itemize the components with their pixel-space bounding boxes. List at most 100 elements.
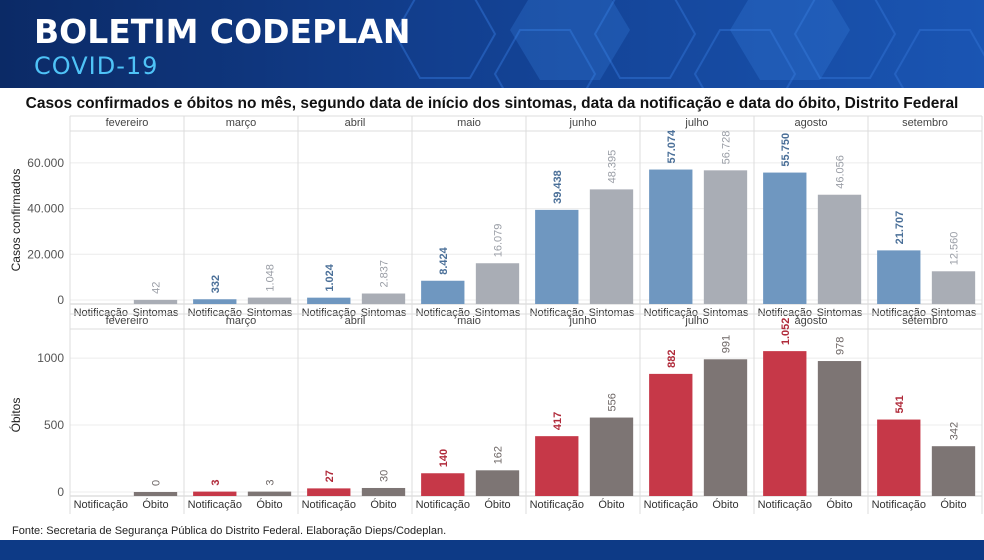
data-label: 48.395	[607, 150, 619, 184]
x-category-label: Notificação	[530, 307, 584, 319]
x-category-label: Notificação	[872, 307, 926, 319]
bar	[703, 359, 748, 496]
data-label: 21.707	[894, 211, 906, 245]
header-title: BOLETIM CODEPLAN	[34, 12, 411, 51]
data-label: 991	[721, 335, 733, 353]
data-label: 556	[607, 393, 619, 411]
x-category-label: Óbito	[142, 498, 168, 511]
bar	[703, 170, 748, 304]
hexagon-pattern	[393, 0, 984, 88]
x-category-label: Notificação	[530, 499, 584, 511]
x-category-label: Óbito	[826, 498, 852, 511]
bar	[877, 250, 921, 304]
x-category-label: Notificação	[872, 499, 926, 511]
data-label: 27	[324, 470, 336, 482]
x-category-label: Notificação	[416, 499, 470, 511]
month-label: agosto	[794, 117, 827, 129]
x-category-label: Notificação	[188, 307, 242, 319]
bar	[589, 189, 634, 304]
data-label: 12.560	[949, 232, 961, 266]
data-label: 39.438	[552, 170, 564, 204]
x-category-label: Notificação	[302, 499, 356, 511]
month-label: setembro	[902, 117, 948, 129]
y-tick-label: 40.000	[27, 202, 64, 216]
bar	[763, 351, 807, 496]
data-label: 3	[265, 479, 277, 485]
data-label: 0	[151, 480, 163, 486]
x-category-label: Óbito	[712, 498, 738, 511]
bar	[877, 419, 921, 496]
x-category-label: Sintomas	[475, 307, 521, 319]
data-label: 56.728	[721, 131, 733, 165]
y-axis-label: Óbitos	[8, 398, 23, 433]
x-category-label: Óbito	[940, 498, 966, 511]
x-category-label: Sintomas	[817, 307, 863, 319]
y-axis-label: Casos confirmados	[9, 169, 23, 272]
x-category-label: Sintomas	[931, 307, 977, 319]
bar	[133, 299, 178, 304]
header-subtitle: COVID-19	[34, 52, 159, 80]
x-category-label: Notificação	[644, 499, 698, 511]
x-category-label: Sintomas	[361, 307, 407, 319]
month-label: março	[226, 117, 257, 129]
data-label: 978	[835, 337, 847, 355]
panel-2: Óbitos 0 500 1000 fevereiro Notificação Óbito 0…	[8, 313, 983, 514]
bar	[247, 297, 292, 304]
data-label: 42	[151, 282, 163, 294]
chart-panels: Casos confirmados 0 20.000 40.000 60.000 feve…	[8, 115, 983, 514]
bar	[535, 436, 579, 496]
x-category-label: Notificação	[644, 307, 698, 319]
x-category-label: Óbito	[598, 498, 624, 511]
bar	[589, 417, 634, 496]
x-category-label: Notificação	[758, 307, 812, 319]
chart-area: Casos confirmados e óbitos no mês, segun…	[8, 95, 983, 537]
bar	[247, 491, 292, 496]
month-label: setembro	[902, 315, 948, 327]
month-label: abril	[345, 117, 366, 129]
bar	[817, 361, 862, 496]
data-label: 30	[379, 470, 391, 482]
data-label: 46.056	[835, 155, 847, 189]
bar	[475, 263, 520, 304]
x-category-label: Sintomas	[703, 307, 749, 319]
x-category-label: Notificação	[758, 499, 812, 511]
y-tick-label: 0	[57, 485, 64, 499]
month-label: junho	[569, 117, 597, 129]
y-tick-label: 60.000	[27, 156, 64, 170]
data-label: 2.837	[379, 260, 391, 288]
bar	[361, 487, 406, 496]
chart-title: Casos confirmados e óbitos no mês, segun…	[26, 95, 959, 112]
x-category-label: Notificação	[302, 307, 356, 319]
data-label: 882	[666, 350, 678, 368]
header-banner: BOLETIM CODEPLAN COVID-19	[0, 0, 984, 88]
x-category-label: Sintomas	[247, 307, 293, 319]
x-category-label: Óbito	[256, 498, 282, 511]
bar	[421, 473, 465, 496]
footer-bar	[0, 540, 984, 560]
bar	[307, 297, 351, 304]
data-label: 541	[894, 395, 906, 413]
data-label: 140	[438, 449, 450, 467]
month-label: maio	[457, 315, 481, 327]
bar	[361, 293, 406, 304]
month-label: julho	[684, 315, 708, 327]
bar	[817, 194, 862, 304]
bar	[193, 491, 237, 496]
x-category-label: Notificação	[188, 499, 242, 511]
data-label: 57.074	[666, 129, 678, 164]
bar	[193, 299, 237, 304]
month-label: fevereiro	[106, 117, 149, 129]
x-category-label: Notificação	[74, 307, 128, 319]
data-label: 162	[493, 446, 505, 464]
data-label: 342	[949, 422, 961, 440]
data-label: 417	[552, 412, 564, 430]
bar	[763, 172, 807, 304]
data-label: 8.424	[438, 246, 450, 274]
month-label: março	[226, 315, 257, 327]
month-label: maio	[457, 117, 481, 129]
y-tick-label: 1000	[37, 351, 64, 365]
data-label: 332	[210, 275, 222, 293]
x-category-label: Notificação	[416, 307, 470, 319]
bar	[931, 446, 976, 496]
data-label: 16.079	[493, 224, 505, 258]
